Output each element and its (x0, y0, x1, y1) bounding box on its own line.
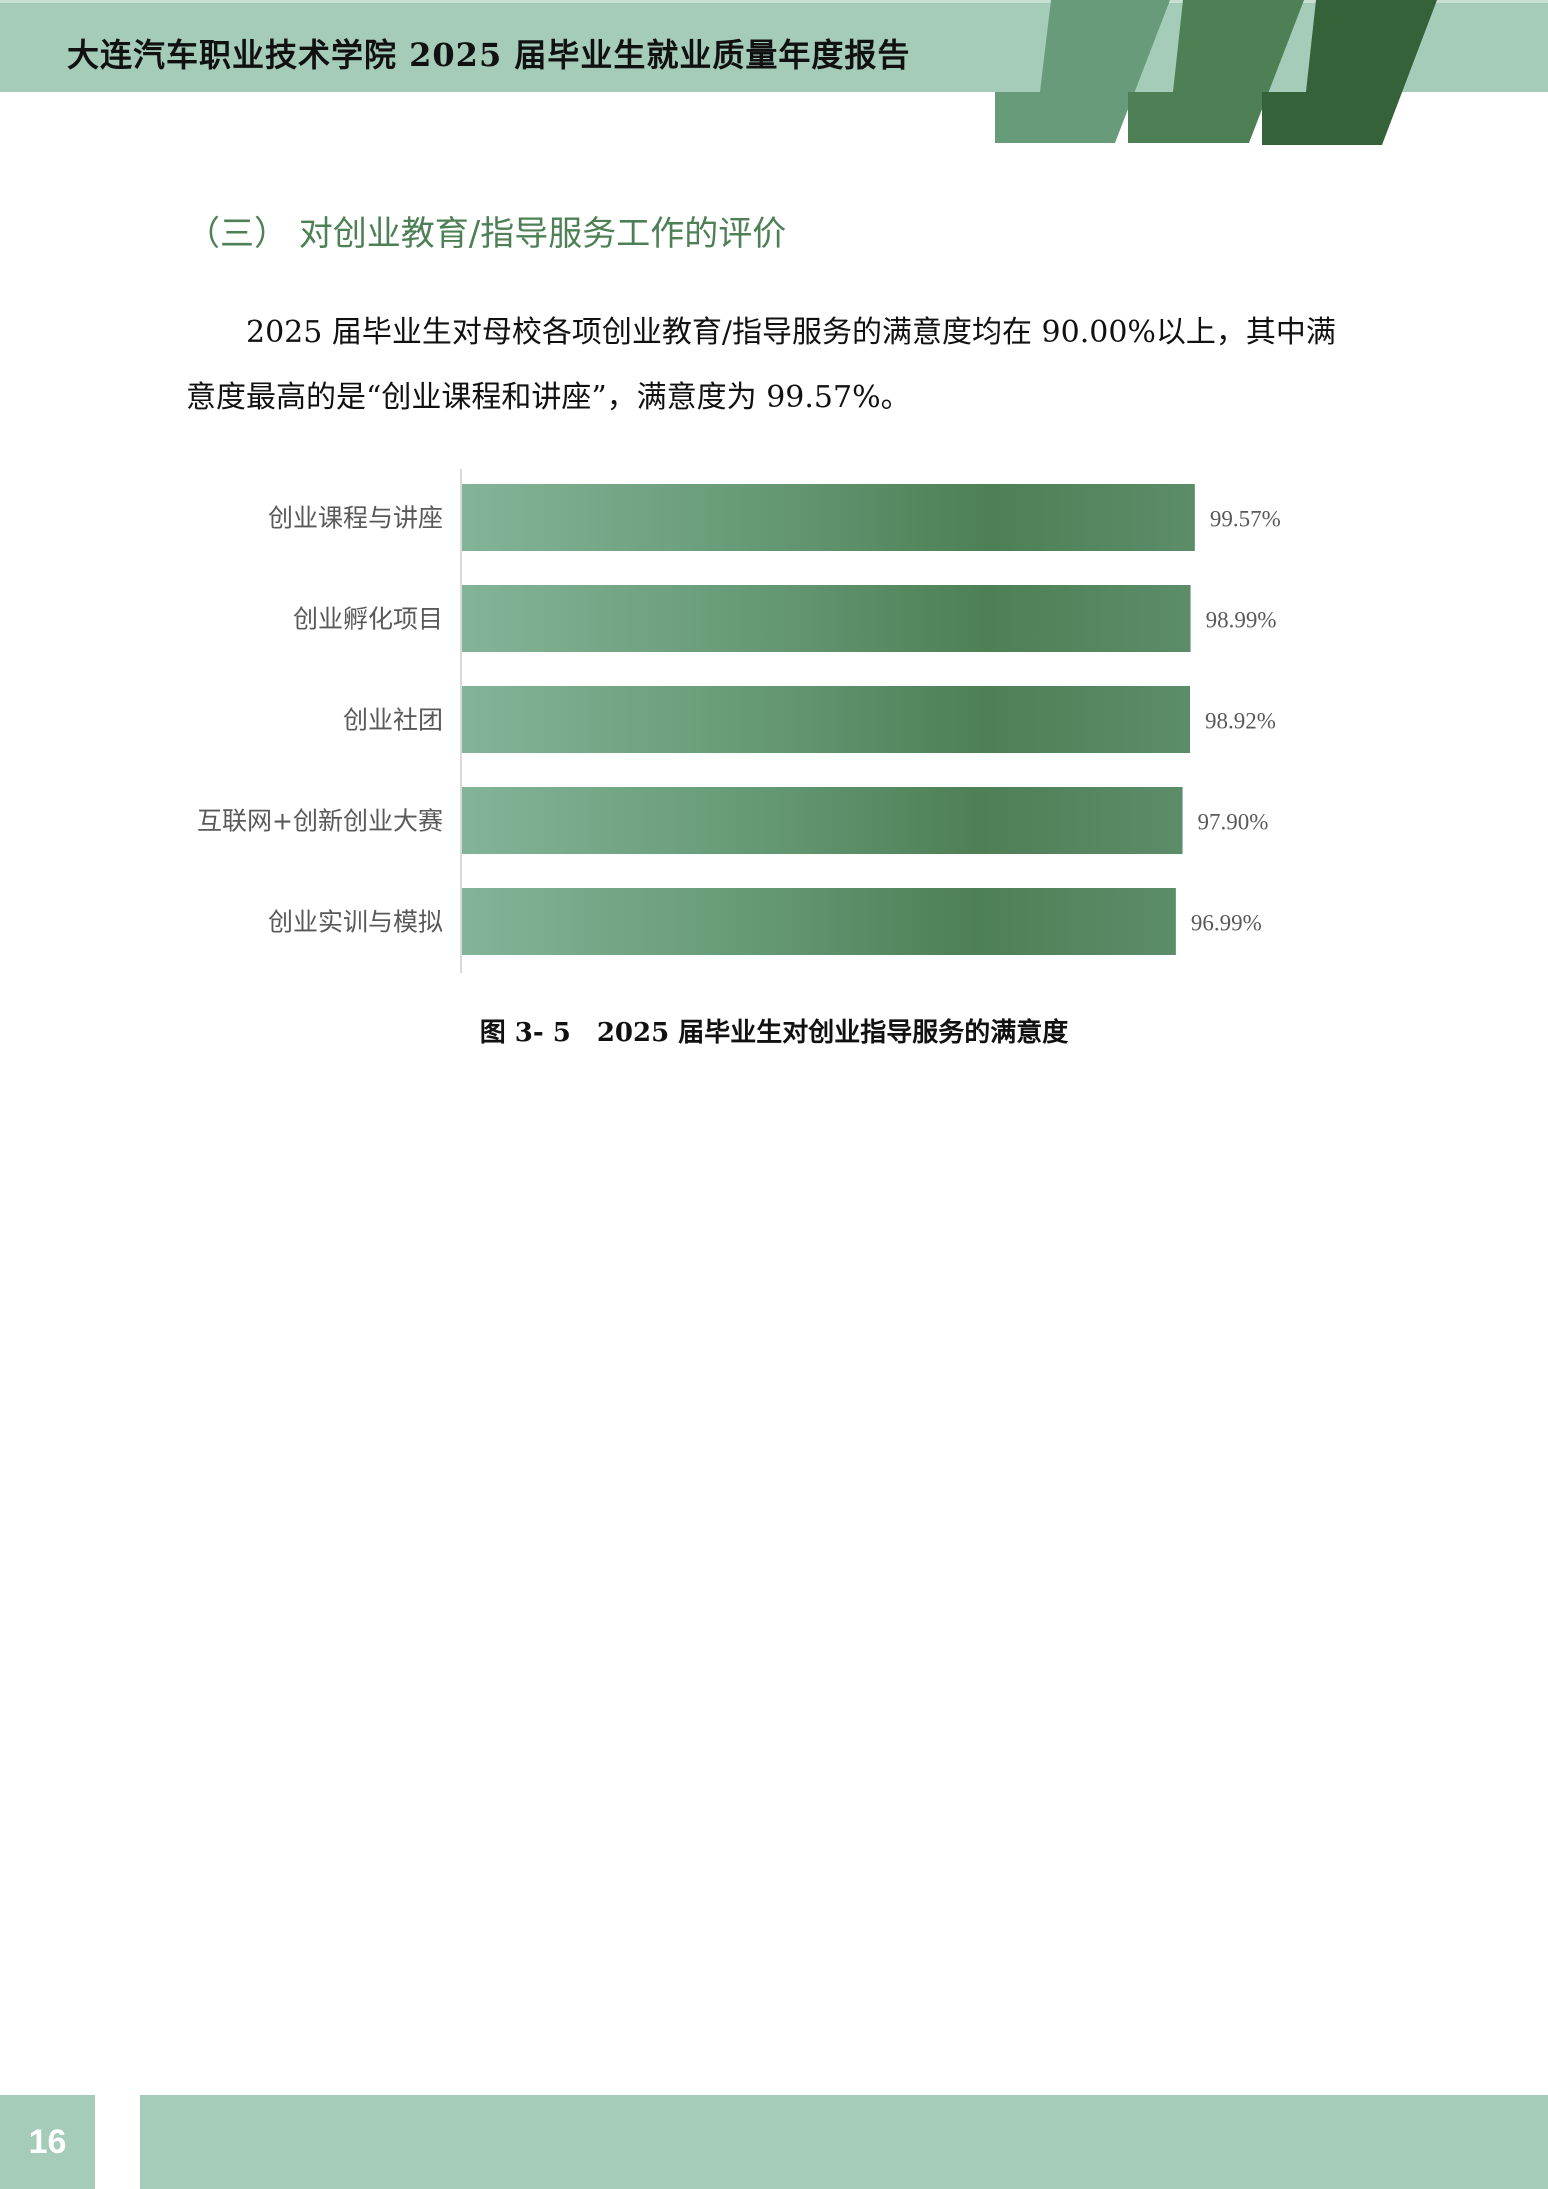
value-label: 98.99% (1206, 608, 1277, 633)
bar (462, 484, 1195, 551)
stripe-2 (1128, 0, 1304, 143)
header-title: 大连汽车职业技术学院 2025 届毕业生就业质量年度报告 (67, 36, 911, 74)
stripe-3 (1262, 0, 1437, 145)
page-number: 16 (0, 2095, 95, 2189)
category-label: 创业孵化项目 (293, 605, 443, 634)
category-label: 互联网+创新创业大赛 (197, 807, 443, 836)
value-label: 98.92% (1205, 709, 1276, 734)
figure-caption: 图 3- 5 2025 届毕业生对创业指导服务的满意度 (479, 1018, 1069, 1048)
footer-band (140, 2095, 1548, 2189)
stripe-1 (995, 0, 1170, 143)
category-label: 创业课程与讲座 (268, 504, 443, 533)
bar-chart: 创业课程与讲座 99.57% 创业孵化项目 98.99% 创业社团 98.92% 互联网+创… (197, 469, 1281, 973)
header-decoration (995, 0, 1437, 145)
section-heading: （三） 对创业教育/指导服务工作的评价 (186, 214, 787, 254)
bar (462, 686, 1191, 753)
value-label: 97.90% (1198, 810, 1269, 835)
value-label: 96.99% (1191, 911, 1262, 936)
value-label: 99.57% (1210, 507, 1281, 532)
category-label: 创业社团 (343, 706, 443, 735)
bar (462, 585, 1191, 652)
bar (462, 787, 1183, 854)
category-label: 创业实训与模拟 (268, 908, 443, 937)
bar (462, 888, 1176, 955)
section-paragraph: 2025 届毕业生对母校各项创业教育/指导服务的满意度均在 90.00%以上，其… (186, 315, 1336, 415)
